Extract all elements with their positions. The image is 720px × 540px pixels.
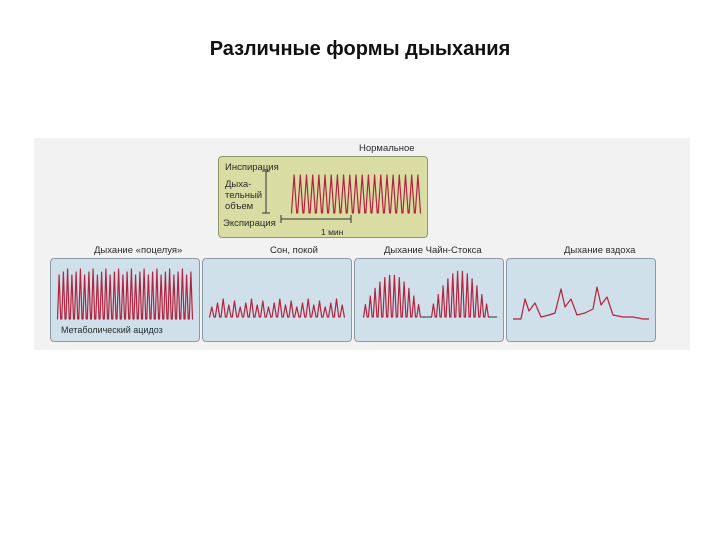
- kussmaul-breathing-trace: [56, 268, 194, 320]
- inspiration-label: Инспирация: [225, 162, 279, 173]
- sleep-breathing-panel: [202, 258, 352, 342]
- normal-panel-title: Нормальное: [359, 143, 415, 154]
- sleep-wave: [209, 298, 345, 318]
- panel-title-cheyne-stokes: Дыхание Чайн-Стокса: [384, 245, 482, 256]
- sleep-breathing-trace: [209, 298, 345, 318]
- kussmaul-wave: [56, 268, 194, 320]
- normal-breathing-trace: [262, 170, 422, 223]
- cheyne-stokes-trace: [363, 270, 497, 318]
- metabolic-acidosis-caption: Метаболический ацидоз: [61, 325, 163, 335]
- sigh-wave: [513, 286, 649, 320]
- breathing-patterns-figure: Нормальное Инспирация Дыха- тельный объе…: [34, 138, 690, 350]
- expiration-label: Экспирация: [223, 218, 276, 229]
- cheyne-stokes-wave-2: [431, 270, 489, 318]
- kussmaul-breathing-panel: Метаболический ацидоз: [50, 258, 200, 342]
- page-title: Различные формы дыыхания: [209, 38, 511, 60]
- normal-breathing-panel: Инспирация Дыха- тельный объем Экспираци…: [218, 156, 428, 238]
- sigh-breathing-trace: [513, 286, 649, 320]
- panel-title-sigh: Дыхание вздоха: [564, 245, 636, 256]
- panel-title-sleep: Сон, покой: [270, 245, 318, 256]
- normal-breathing-wave: [290, 174, 422, 214]
- cheyne-stokes-wave-1: [363, 274, 421, 318]
- panel-title-kussmaul: Дыхание «поцелуя»: [94, 245, 183, 256]
- tidal-volume-label: Дыха- тельный объем: [225, 179, 263, 212]
- time-scale-label: 1 мин: [321, 227, 344, 237]
- sigh-breathing-panel: [506, 258, 656, 342]
- cheyne-stokes-panel: [354, 258, 504, 342]
